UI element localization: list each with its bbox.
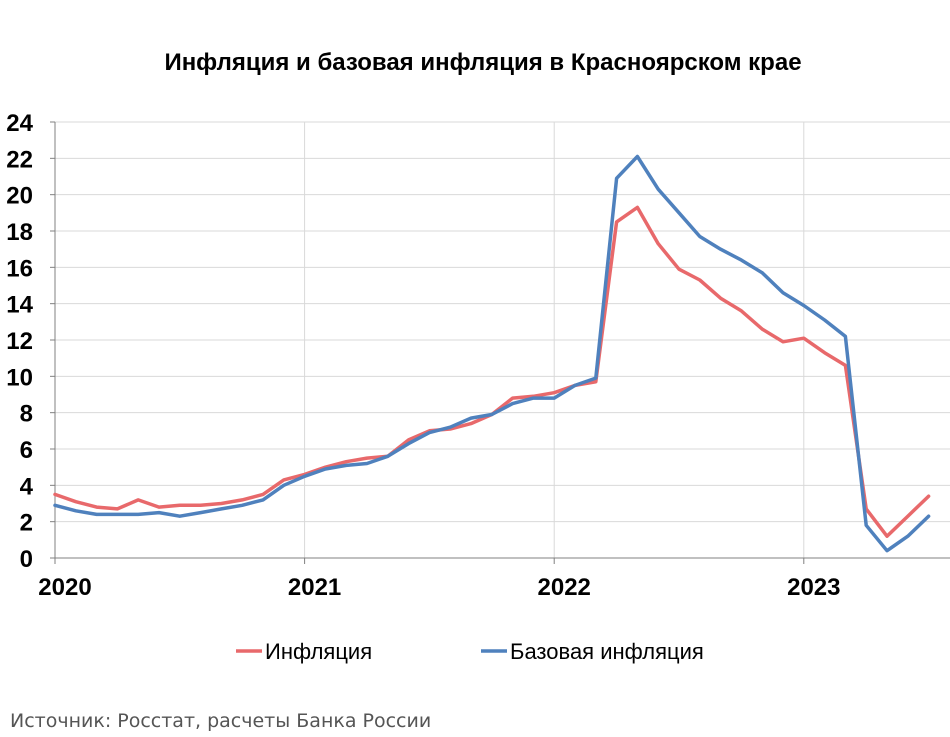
chart-title: Инфляция и базовая инфляция в Красноярск… [164, 49, 801, 76]
y-tick-label: 12 [6, 328, 33, 355]
y-tick-label: 18 [6, 219, 33, 246]
y-tick-label: 10 [6, 364, 33, 391]
grid-lines [55, 121, 950, 558]
series-line-inflation [53, 205, 931, 538]
series-lines [53, 154, 931, 553]
x-tick-label: 2022 [538, 574, 591, 601]
x-tick-label: 2020 [38, 574, 91, 601]
y-tick-label: 16 [6, 255, 33, 282]
y-tick-label: 24 [6, 110, 33, 137]
x-tick-labels: 2020 2021 2022 2023 [38, 574, 840, 601]
axes [50, 121, 950, 564]
legend: Инфляция Базовая инфляция [236, 639, 704, 664]
x-tick-label: 2023 [787, 574, 840, 601]
y-tick-label: 8 [20, 401, 33, 428]
source-note: Источник: Росстат, расчеты Банка России [10, 710, 431, 732]
y-tick-label: 2 [20, 510, 33, 537]
legend-label-inflation: Инфляция [265, 639, 372, 664]
x-tick-label: 2021 [288, 574, 341, 601]
series-line-core-inflation [53, 154, 931, 553]
legend-label-core-inflation: Базовая инфляция [510, 639, 704, 664]
y-tick-label: 22 [6, 146, 33, 173]
y-tick-label: 6 [20, 437, 33, 464]
y-tick-label: 20 [6, 183, 33, 210]
y-tick-label: 14 [6, 292, 33, 319]
y-tick-label: 4 [20, 473, 34, 500]
y-tick-label: 0 [20, 546, 33, 573]
